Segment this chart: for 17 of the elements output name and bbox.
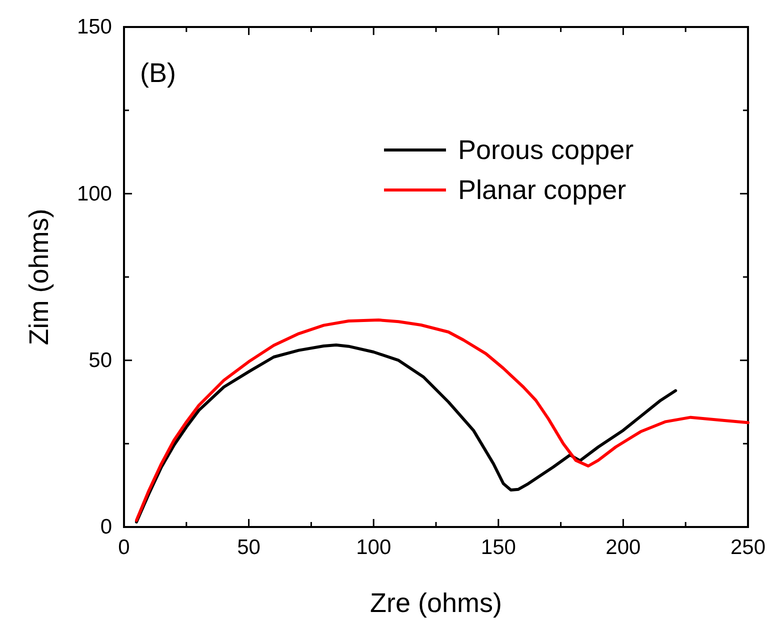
x-tick-label: 0 (118, 536, 130, 559)
y-tick-label: 150 (76, 16, 112, 39)
x-tick-label: 150 (480, 536, 516, 559)
y-tick-label: 50 (88, 349, 112, 372)
x-axis-title: Zre (ohms) (370, 588, 502, 618)
legend-label: Porous copper (458, 135, 634, 165)
y-tick-label: 100 (76, 182, 112, 206)
x-tick-label: 200 (606, 536, 641, 559)
legend-label: Planar copper (458, 175, 626, 205)
line-series (134, 318, 750, 522)
y-tick-label: 0 (100, 516, 112, 539)
annotation: (B) (140, 58, 176, 88)
line-series (134, 344, 678, 524)
x-tick-label: 250 (730, 536, 766, 559)
y-axis-title: Zim (ohms) (24, 208, 54, 346)
x-tick-label: 100 (356, 536, 392, 559)
x-tick-label: 50 (237, 536, 260, 559)
